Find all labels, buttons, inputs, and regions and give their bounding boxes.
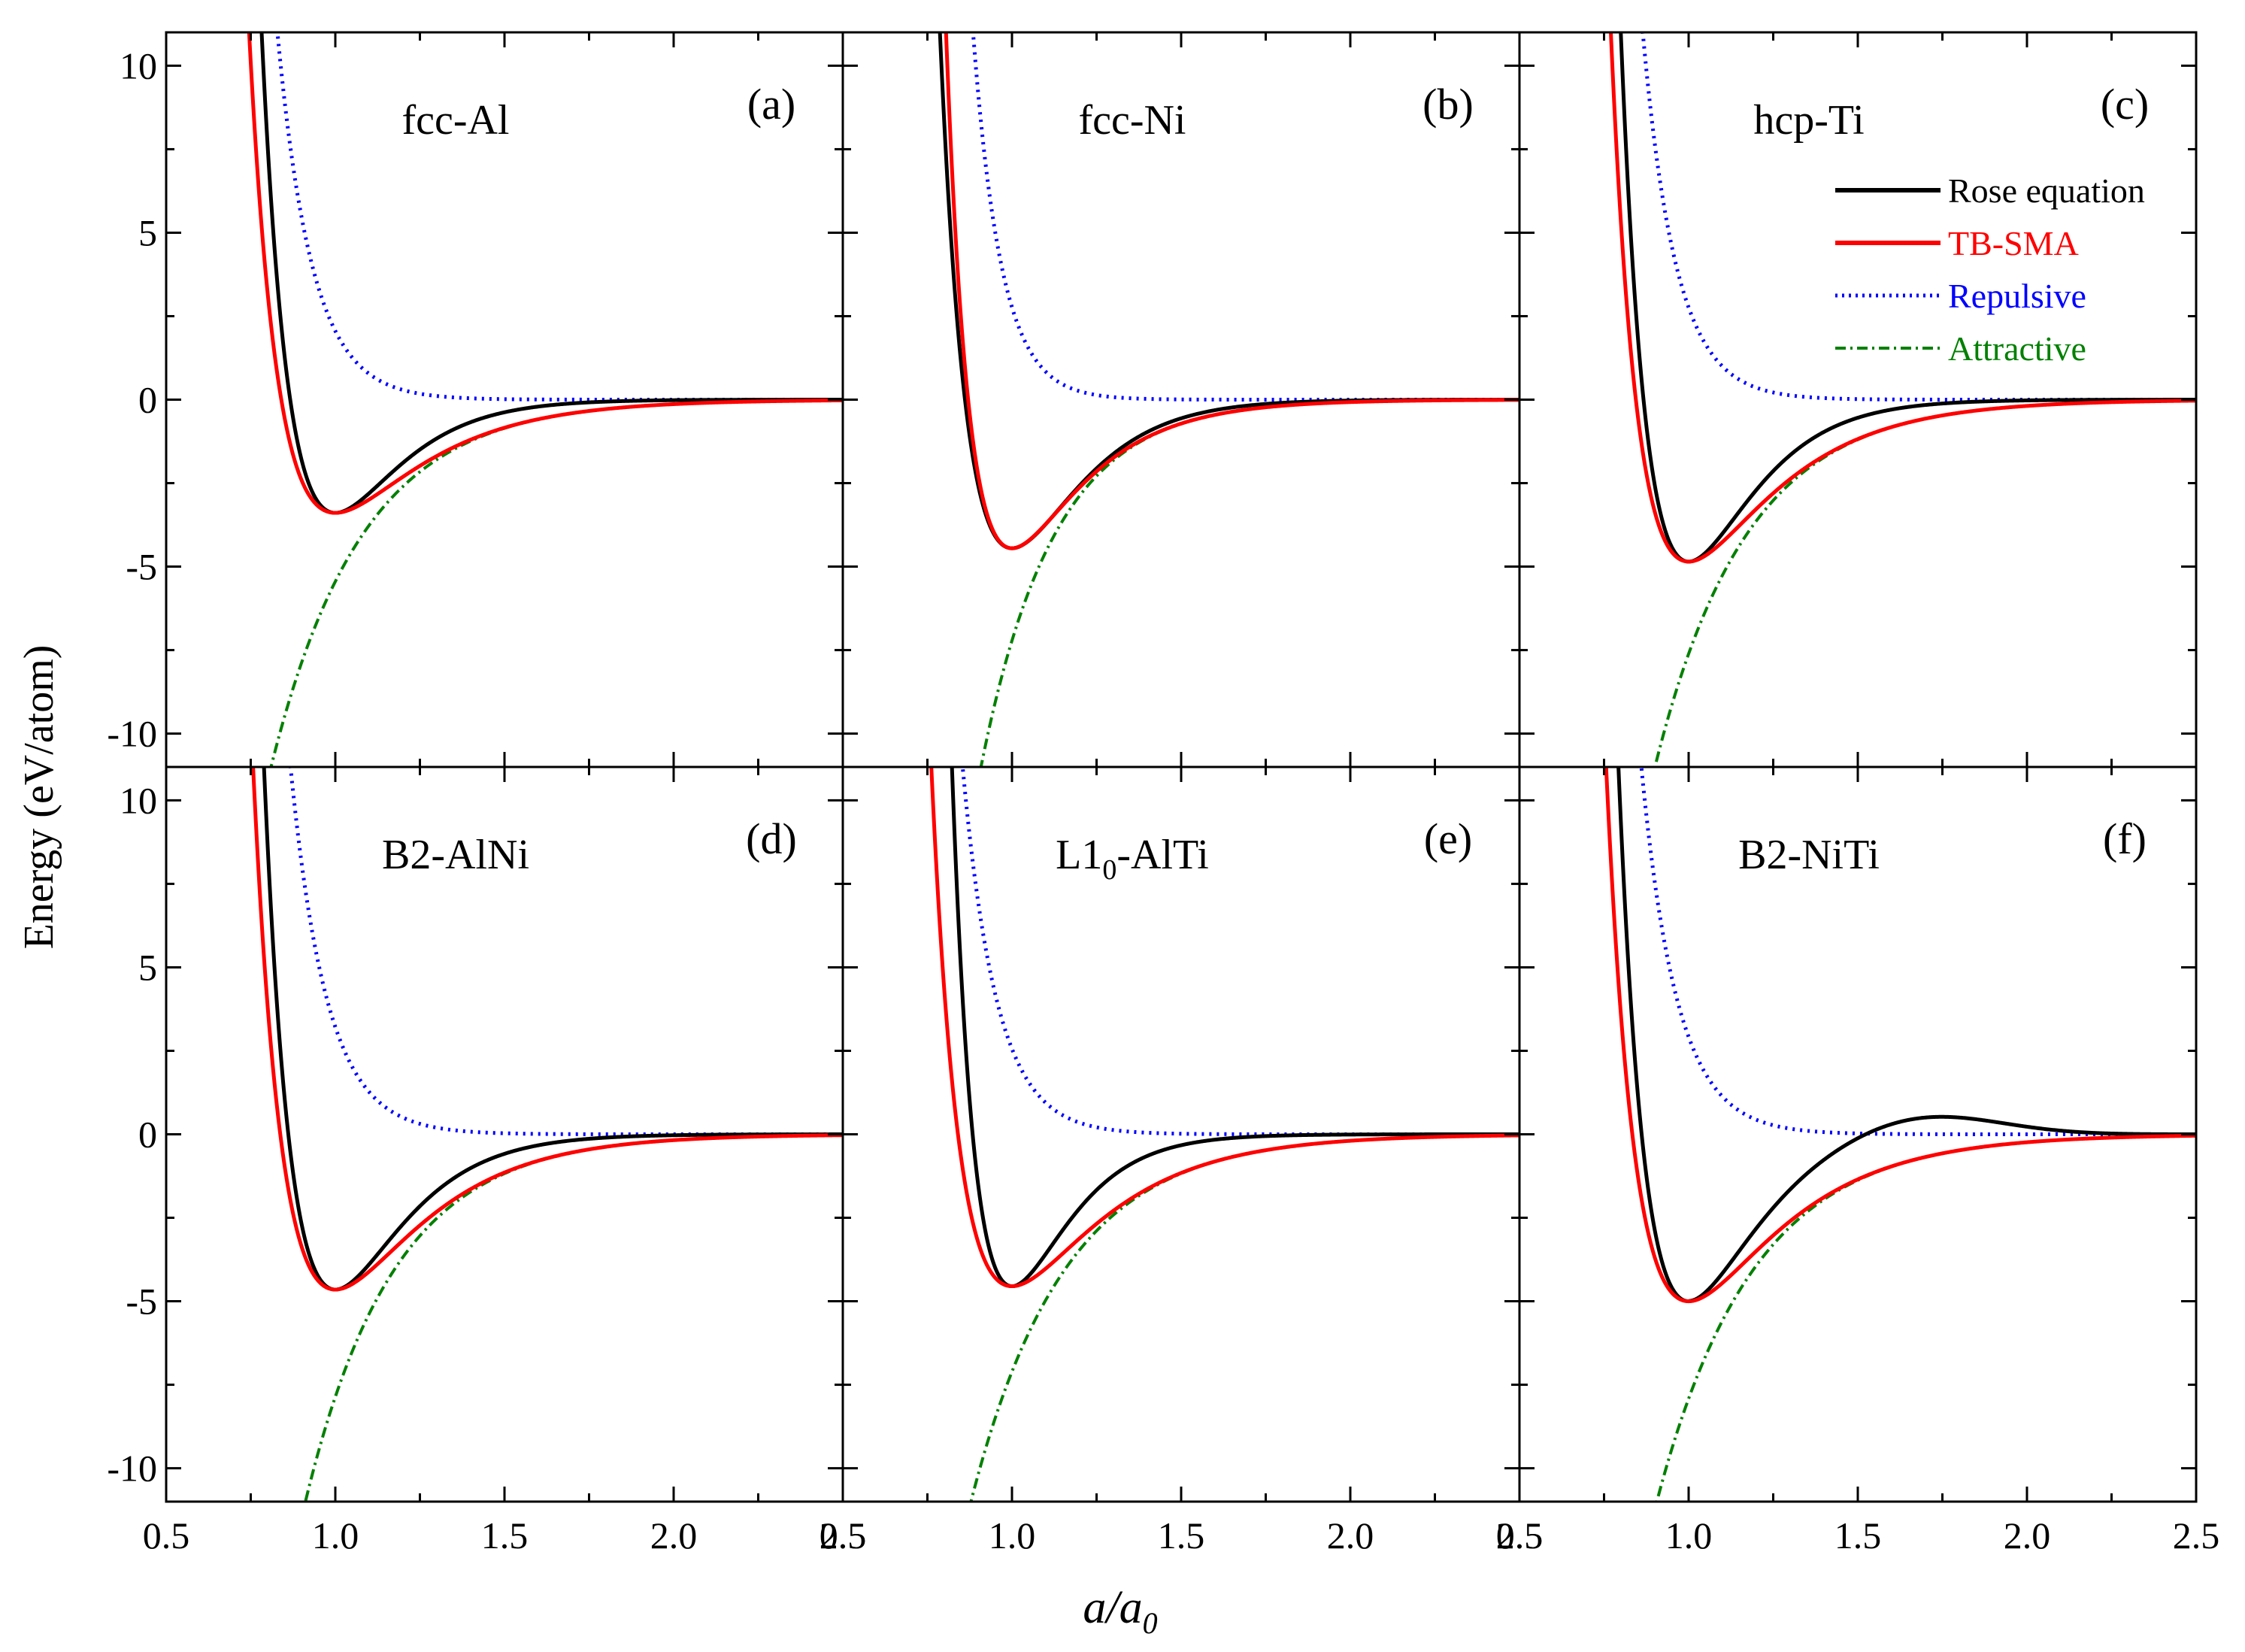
panel-c: hcp-Ti (c) (1518, 31, 2198, 768)
legend-label: Attractive (1948, 329, 2086, 368)
panel-e: 0.5 1.0 1.5 2.0 2.5 L10-AlTi (e) (820, 765, 1544, 1557)
series-attractive (1653, 399, 2196, 767)
y-tick-label: 10 (120, 44, 157, 86)
x-tick-label: 2.0 (2004, 1514, 2051, 1557)
panel-title: hcp-Ti (1753, 97, 1864, 144)
panel-b: fcc-Ni (b) (841, 31, 1521, 768)
series-tb-sma (929, 767, 1519, 1289)
panel-title: B2-AlNi (382, 832, 529, 878)
series-tb-sma (247, 32, 843, 515)
series-attractive (969, 1133, 1519, 1502)
panel-title: fcc-Al (401, 97, 509, 144)
legend-label: Repulsive (1948, 277, 2086, 315)
panel-label: (f) (2103, 814, 2147, 863)
y-tick-label: 10 (120, 779, 157, 821)
x-tick-label: 2.0 (650, 1514, 698, 1557)
x-tick-label: 1.0 (989, 1514, 1036, 1557)
y-tick-label: -5 (126, 1281, 157, 1323)
x-tick-label: 0.5 (143, 1514, 190, 1557)
series-tb-sma (1604, 767, 2196, 1304)
panel-title-suffix: -AlTi (1116, 832, 1208, 878)
x-tick-label: 2.0 (1327, 1514, 1374, 1557)
series-group (1609, 32, 2196, 767)
y-axis-label: Energy (eV/atom) (16, 645, 62, 950)
x-tick-label: 0.5 (1496, 1514, 1544, 1557)
series-rose-equation (950, 767, 1519, 1289)
x-axis-label: a/a0 (1083, 1582, 1157, 1640)
panel-title: fcc-Ni (1078, 97, 1186, 144)
panel-a: 10 5 0 -5 -10 fcc-Al (a) (107, 31, 844, 768)
series-rose-equation (259, 32, 843, 515)
series-attractive (1655, 1134, 2196, 1502)
y-tick-label: -10 (107, 1447, 157, 1490)
legend-label: Rose equation (1948, 171, 2145, 210)
series-rose-equation (938, 32, 1519, 550)
series-tb-sma (251, 767, 843, 1292)
legend-item-repulsive: Repulsive (1835, 277, 2086, 315)
panel-title-subscript: 0 (1102, 854, 1116, 886)
x-axis-label-subscript: 0 (1143, 1606, 1158, 1640)
x-tick-label: 1.0 (1665, 1514, 1713, 1557)
series-rose-equation (1616, 767, 2196, 1304)
series-repulsive (275, 32, 843, 402)
panel-f: 0.5 1.0 1.5 2.0 2.5 B2-NiTi (f) (1496, 765, 2220, 1557)
y-tick-label: -10 (107, 713, 157, 755)
y-tick-label: 5 (138, 211, 157, 253)
series-tb-sma (944, 32, 1519, 550)
series-tb-sma (1609, 32, 2196, 564)
legend-item-attractive: Attractive (1835, 329, 2086, 368)
x-tick-label: 2.5 (2173, 1514, 2220, 1557)
panel-label: (c) (2101, 80, 2149, 129)
panel-label: (e) (1424, 814, 1472, 863)
x-tick-label: 0.5 (820, 1514, 867, 1557)
series-repulsive (971, 32, 1519, 402)
x-tick-label: 2.5 (1496, 1514, 1544, 1557)
series-group (247, 32, 843, 767)
legend: Rose equation TB-SMA Repulsive Attractive (1835, 171, 2145, 368)
series-rose-equation (1619, 32, 2196, 564)
series-group (1604, 767, 2196, 1502)
y-tick-label: 0 (138, 379, 157, 421)
panel-label: (b) (1422, 80, 1474, 129)
series-group (929, 767, 1519, 1502)
panels-group: 10 5 0 -5 -10 fcc-Al (a) fcc-Ni (b) hcp-Ti (c) 10 5 0… (107, 31, 2220, 1557)
x-tick-label: 1.5 (1158, 1514, 1205, 1557)
series-attractive (304, 1133, 843, 1502)
series-group (251, 767, 843, 1502)
x-axis-label-main: a/a (1083, 1582, 1142, 1633)
panel-title: L10-AlTi (1056, 832, 1209, 886)
legend-item-rose: Rose equation (1835, 171, 2145, 210)
series-attractive (979, 398, 1519, 767)
x-tick-label: 1.5 (1834, 1514, 1882, 1557)
x-tick-label: 2.5 (820, 1514, 867, 1557)
y-tick-label: 5 (138, 946, 157, 988)
series-group (938, 32, 1519, 767)
panel-title: B2-NiTi (1738, 832, 1880, 878)
panel-label: (d) (746, 814, 797, 863)
x-tick-label: 1.5 (481, 1514, 529, 1557)
x-tick-label: 1.0 (312, 1514, 359, 1557)
legend-label: TB-SMA (1948, 224, 2079, 262)
y-tick-label: -5 (126, 546, 157, 588)
legend-item-tbsma: TB-SMA (1835, 224, 2079, 262)
panel-title-main: L1 (1056, 832, 1102, 878)
y-tick-label: 0 (138, 1114, 157, 1156)
panel-d: 10 5 0 -5 -10 0.5 1.0 1.5 2.0 2.5 B2-AlNi (d) (107, 765, 867, 1557)
series-rose-equation (262, 767, 843, 1292)
panel-label: (a) (747, 80, 795, 129)
